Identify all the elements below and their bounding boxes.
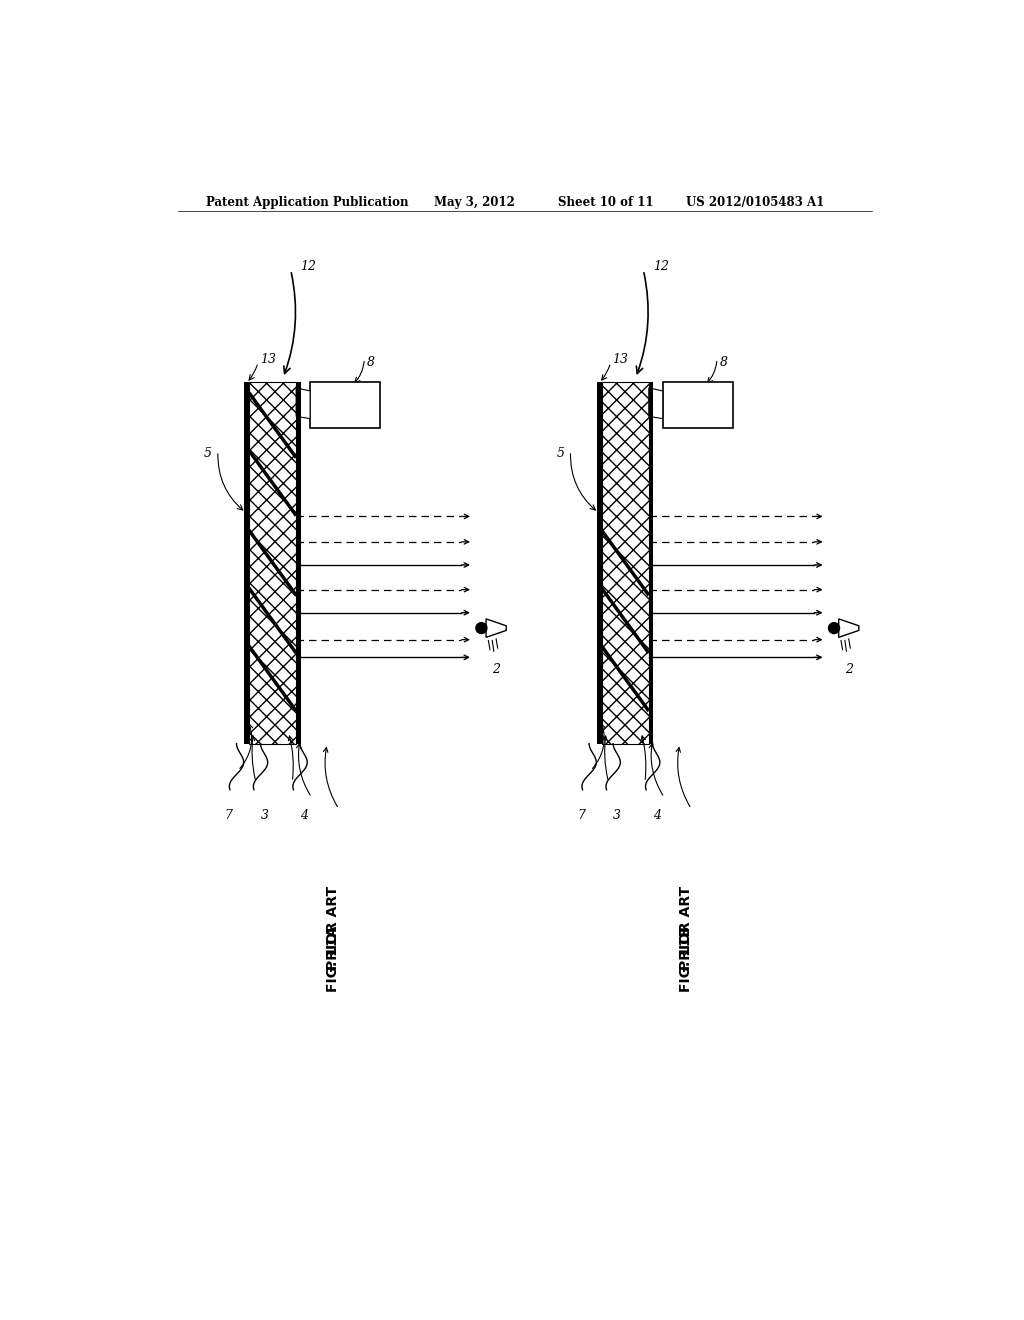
Text: 12: 12	[300, 260, 316, 273]
Text: 2: 2	[493, 663, 500, 676]
Text: 13: 13	[260, 354, 275, 367]
Text: FIG. 11B: FIG. 11B	[679, 927, 693, 993]
Text: May 3, 2012: May 3, 2012	[434, 195, 515, 209]
Bar	[296, 381, 301, 743]
Polygon shape	[649, 388, 663, 418]
Bar	[663, 381, 732, 428]
Text: 12: 12	[652, 260, 669, 273]
Text: 13: 13	[612, 354, 629, 367]
Bar	[597, 381, 601, 743]
Text: 2: 2	[845, 663, 853, 676]
Text: 5: 5	[556, 447, 564, 461]
Text: 4: 4	[652, 809, 660, 822]
Text: PRIOR ART: PRIOR ART	[327, 886, 340, 970]
Text: US 2012/0105483 A1: US 2012/0105483 A1	[686, 195, 824, 209]
Text: Sheet 10 of 11: Sheet 10 of 11	[558, 195, 653, 209]
Text: 3: 3	[260, 809, 268, 822]
Bar	[601, 381, 649, 743]
Bar	[245, 381, 249, 743]
Bar	[310, 381, 380, 428]
Circle shape	[475, 622, 487, 635]
Bar	[649, 381, 653, 743]
Text: 5: 5	[204, 447, 212, 461]
Polygon shape	[296, 388, 310, 418]
Text: Patent Application Publication: Patent Application Publication	[206, 195, 408, 209]
Circle shape	[827, 622, 841, 635]
Text: 7: 7	[224, 809, 232, 822]
Text: 7: 7	[578, 809, 586, 822]
Text: 3: 3	[613, 809, 621, 822]
Text: FIG. 11A: FIG. 11A	[327, 927, 340, 993]
Text: 8: 8	[719, 356, 727, 370]
Text: 4: 4	[300, 809, 308, 822]
Bar	[249, 381, 296, 743]
Text: PRIOR ART: PRIOR ART	[679, 886, 693, 970]
Polygon shape	[486, 619, 506, 638]
Text: 8: 8	[367, 356, 375, 370]
Polygon shape	[839, 619, 859, 638]
